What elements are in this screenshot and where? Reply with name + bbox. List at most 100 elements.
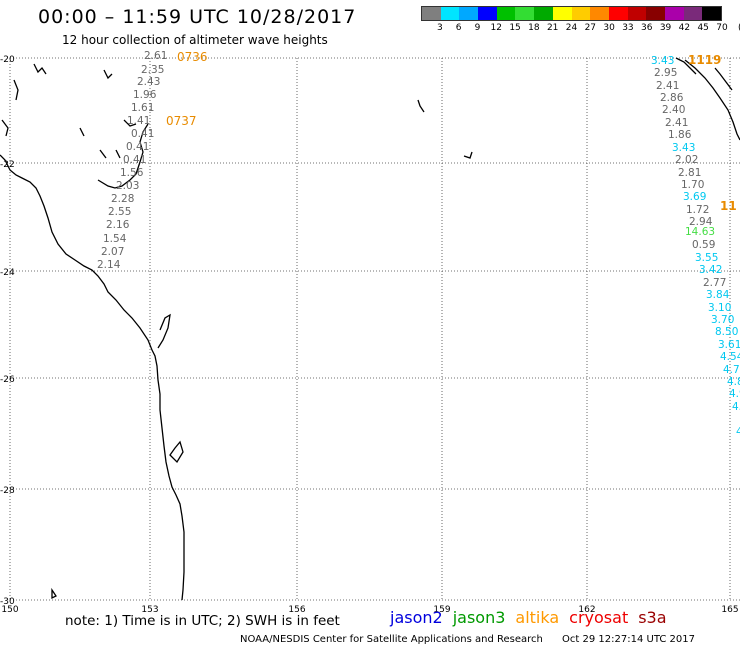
reef-fragment-h (115, 149, 121, 159)
wave-height-reading: 3.42 (699, 264, 722, 276)
legend-label: 21 (546, 23, 559, 33)
footnote: note: 1) Time is in UTC; 2) SWH is in fe… (65, 613, 340, 629)
wave-height-reading: 2.41 (656, 80, 679, 92)
lat-lon-grid (9, 57, 740, 601)
wave-height-reading: 2.43 (137, 76, 160, 88)
wave-height-reading: 4. (732, 401, 740, 413)
legend-swatch (496, 7, 516, 20)
latitude-label: -24 (0, 268, 15, 278)
wave-height-reading: 2.07 (101, 246, 124, 258)
new-caledonia (684, 59, 740, 141)
satellite-legend: jason2 jason3 altika cryosat s3a (390, 608, 677, 627)
wave-height-reading: 1.72 (686, 204, 709, 216)
legend-swatch (478, 7, 497, 20)
satellite-altika: altika (515, 608, 560, 627)
wave-height-reading: 3.55 (695, 252, 718, 264)
credit-text: NOAA/NESDIS Center for Satellite Applica… (240, 634, 543, 645)
map-subtitle: 12 hour collection of altimeter wave hei… (62, 33, 328, 47)
legend-swatch (590, 7, 609, 20)
wave-height-reading: 4 (736, 426, 740, 438)
islet-c (51, 587, 57, 600)
wave-height-reading: 2.61 (144, 50, 167, 62)
wave-height-reading: 1.41 (127, 115, 150, 127)
wave-height-reading: 1.54 (103, 233, 127, 245)
islet-a (417, 99, 425, 113)
legend-label: 3 (436, 23, 443, 33)
legend-label: 6 (455, 23, 462, 33)
wave-height-reading: 3.70 (711, 314, 734, 326)
pass-time-label: 11 (720, 199, 737, 213)
wave-height-reading: 8.50 (715, 326, 738, 338)
legend-swatch (571, 7, 591, 20)
wave-height-reading: 2.81 (678, 167, 701, 179)
wave-height-reading: 2.55 (108, 206, 131, 218)
altimeter-tracks: 2.612.352.431.961.611.410.410.410.411.56… (97, 50, 740, 438)
wave-height-reading: 2.77 (703, 277, 726, 289)
wave-height-reading: 2.94 (689, 216, 713, 228)
satellite-s3a: s3a (638, 608, 667, 627)
wave-height-reading: 3.43 (651, 55, 674, 67)
moreton-island (169, 440, 184, 464)
wave-height-reading: 1.61 (131, 102, 154, 114)
islet-b (463, 151, 473, 159)
wave-height-reading: 4.9 (729, 388, 740, 400)
wave-height-reading: 2.16 (106, 219, 130, 231)
latitude-label: -26 (0, 375, 15, 385)
wave-height-reading: 2.41 (665, 117, 688, 129)
longitude-label: 165 (721, 605, 738, 615)
longitude-label: 153 (141, 605, 158, 615)
pass-time-label: 0737 (166, 114, 197, 128)
legend-swatch (422, 7, 441, 20)
legend-label: 12 (490, 23, 502, 33)
legend-label: 15 (509, 23, 521, 33)
reef-fragment-d (103, 69, 113, 80)
wave-height-reading: 3.10 (708, 302, 731, 314)
wave-height-reading: 2.03 (116, 180, 139, 192)
wave-height-reading: 3.84 (706, 289, 730, 301)
longitude-label: 159 (433, 605, 450, 615)
reef-fragment-e (123, 119, 137, 127)
whitsunday-coast (97, 123, 149, 189)
legend-swatch (702, 7, 721, 20)
wave-height-reading: 0.41 (123, 154, 146, 166)
wave-height-reading: 4.7 (723, 364, 740, 376)
legend-label: 33 (622, 23, 634, 33)
reef-fragment-f (79, 127, 85, 137)
legend-swatch (552, 7, 572, 20)
legend-label: 27 (584, 23, 597, 33)
longitude-label: 156 (288, 605, 305, 615)
legend-label: 30 (603, 23, 615, 33)
pass-time-label: 0736 (177, 50, 208, 64)
legend-swatch (608, 7, 628, 20)
legend-label: 45 (697, 23, 709, 33)
reef-fragment-a (33, 63, 47, 75)
legend-label: 24 (565, 23, 578, 33)
satellite-jason2: jason2 (390, 608, 443, 627)
wave-height-reading: 4.54 (720, 351, 740, 363)
legend-swatch (459, 7, 479, 20)
coastline (0, 57, 740, 601)
wave-height-reading: 0.41 (126, 141, 149, 153)
legend-label: (ft) (738, 23, 740, 33)
wave-height-reading: 1.96 (133, 89, 157, 101)
wave-height-reading: 3.43 (672, 142, 695, 154)
longitude-label: 150 (1, 605, 18, 615)
legend-swatch (683, 7, 703, 20)
wave-height-reading: 2.86 (660, 92, 684, 104)
legend-swatch (534, 7, 553, 20)
legend-swatch (627, 7, 647, 20)
wave-height-reading: 3.61 (718, 339, 740, 351)
legend-swatch (440, 7, 460, 20)
legend-label: 42 (678, 23, 691, 33)
map-title: 00:00 – 11:59 UTC 10/28/2017 (38, 6, 357, 28)
generated-timestamp: Oct 29 12:27:14 UTC 2017 (562, 634, 695, 645)
legend-label: 36 (641, 23, 653, 33)
wave-height-reading: 1.70 (681, 179, 704, 191)
legend-swatch (515, 7, 535, 20)
pass-time-label: 1119 (688, 53, 721, 67)
reef-fragment-b (13, 79, 19, 101)
legend-label: 39 (659, 23, 672, 33)
fraser-island (157, 313, 171, 349)
